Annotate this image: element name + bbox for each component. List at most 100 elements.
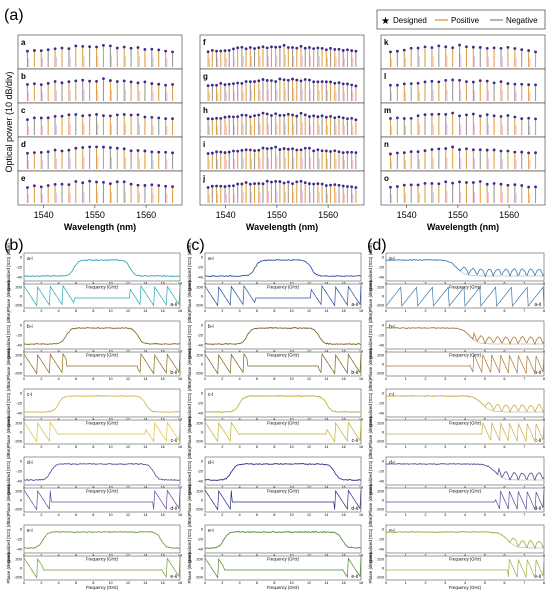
amp-ylabel: Normalized |S21| (dBm) <box>6 243 11 291</box>
comb-xtick-label: 1550 <box>267 210 287 220</box>
amp-xtick-label: 2 <box>40 282 42 286</box>
phase-ytick-label: 200 <box>196 557 203 562</box>
phase-ylabel: Phase (degree) <box>187 416 192 448</box>
comb-designed-marker <box>265 112 269 116</box>
comb-designed-marker <box>253 149 256 153</box>
phase-xtick-label: 6 <box>256 309 258 313</box>
comb-designed-marker <box>354 84 358 88</box>
comb-designed-marker <box>308 146 311 150</box>
comb-xtick-label: 1550 <box>85 210 105 220</box>
comb-designed-marker <box>451 111 455 115</box>
comb-designed-marker <box>316 148 320 152</box>
phase-xtick-label: 16 <box>161 513 165 517</box>
amp-xtick-label: 14 <box>324 486 328 490</box>
comb-designed-marker <box>492 46 496 50</box>
comb-designed-marker <box>122 79 126 83</box>
amp-subplot-label: a-i <box>208 256 214 262</box>
comb-designed-marker <box>499 115 503 118</box>
phase-xtick-label: 2 <box>425 581 427 585</box>
amp-subplot-label: b-i <box>208 324 214 330</box>
phase-xtick-label: 10 <box>290 513 294 517</box>
phase-subplot-label: c-ii <box>171 438 177 444</box>
comb-designed-marker <box>444 147 448 150</box>
amp-ylabel: Normalized |S21| (dBm) <box>6 447 11 495</box>
amp-frame <box>204 388 362 418</box>
comb-designed-marker <box>261 111 265 115</box>
phase-xtick-label: 18 <box>178 377 182 381</box>
amp-xtick-label: 18 <box>359 282 363 286</box>
comb-designed-marker <box>534 185 537 189</box>
amp-xtick-label: 4 <box>58 282 60 286</box>
phase-xtick-label: 0 <box>385 445 387 449</box>
amp-ytick-label: -20 <box>197 333 204 338</box>
comb-designed-marker <box>527 151 531 155</box>
comb-designed-marker <box>409 150 413 154</box>
comb-designed-marker <box>122 45 126 49</box>
amp-frame <box>23 252 181 282</box>
amp-xtick-label: 4 <box>58 350 60 354</box>
phase-xtick-label: 18 <box>359 309 363 313</box>
phase-xtick-label: 5 <box>484 377 486 381</box>
comb-designed-marker <box>506 82 510 85</box>
phase-ytick-label: 0 <box>201 430 204 435</box>
phase-xtick-label: 1 <box>405 513 407 517</box>
comb-designed-marker <box>253 114 256 117</box>
phase-ytick-label: 200 <box>15 353 22 358</box>
comb-designed-marker <box>171 50 174 54</box>
comb-designed-marker <box>437 44 441 48</box>
comb-designed-marker <box>282 147 286 150</box>
comb-designed-marker <box>312 80 316 84</box>
amp-ytick-label: 0 <box>20 527 23 532</box>
amp-xtick-label: 18 <box>178 554 182 558</box>
comb-designed-marker <box>236 81 240 85</box>
amp-frame <box>23 388 181 418</box>
phase-ytick-label: -200 <box>195 439 204 444</box>
comb-designed-marker <box>354 151 358 155</box>
comb-designed-marker <box>534 151 537 155</box>
phase-ytick-label: -200 <box>376 575 385 580</box>
phase-ytick-label: 200 <box>15 285 22 290</box>
amp-subplot-label: e-i <box>389 528 395 534</box>
phase-xtick-label: 14 <box>143 309 147 313</box>
phase-subplot-label: a-ii <box>351 302 358 308</box>
phase-xtick-label: 6 <box>75 513 77 517</box>
comb-designed-marker <box>95 45 98 49</box>
amp-xtick-label: 3 <box>444 418 446 422</box>
phase-xtick-label: 0 <box>385 377 387 381</box>
phase-xtick-label: 2 <box>221 309 223 313</box>
comb-designed-marker <box>136 149 140 152</box>
amp-subplot-label: e-i <box>208 528 214 534</box>
comb-designed-marker <box>253 80 256 83</box>
phase-xtick-label: 0 <box>204 513 206 517</box>
amp-xtick-label: 4 <box>239 418 241 422</box>
amp-subplot-label: c-i <box>208 392 213 398</box>
comb-subplot: i <box>199 136 365 172</box>
phase-ylabel: Phase (degree) <box>6 280 11 312</box>
amp-ytick-label: -40 <box>16 547 23 552</box>
amp-ytick-label: 0 <box>201 255 204 260</box>
phase-xtick-label: 12 <box>126 309 130 313</box>
phase-xtick-label: 7 <box>523 309 525 313</box>
phase-xtick-label: 10 <box>290 445 294 449</box>
comb-designed-marker <box>210 83 214 87</box>
amp-trace <box>204 326 362 346</box>
comb-designed-marker <box>136 81 140 85</box>
phase-xtick-label: 10 <box>109 581 113 585</box>
phase-xtick-label: 8 <box>273 309 275 313</box>
phase-xtick-label: 0 <box>23 513 25 517</box>
amp-trace <box>23 462 181 482</box>
phase-subplot-label: d-ii <box>170 506 177 512</box>
phase-xtick-label: 4 <box>464 445 466 449</box>
phase-xtick-label: 6 <box>504 445 506 449</box>
phase-xtick-label: 4 <box>58 377 60 381</box>
amp-xtick-label: 4 <box>58 554 60 558</box>
comb-designed-marker <box>478 79 482 83</box>
phase-xtick-label: 14 <box>324 445 328 449</box>
comb-designed-marker <box>157 116 161 120</box>
amp-xtick-label: 7 <box>523 418 525 422</box>
amp-xtick-label: 18 <box>359 554 363 558</box>
phase-xtick-label: 10 <box>109 309 113 313</box>
comb-designed-marker <box>32 116 36 120</box>
amp-ytick-label: 0 <box>20 255 23 260</box>
comb-designed-marker <box>74 180 78 183</box>
